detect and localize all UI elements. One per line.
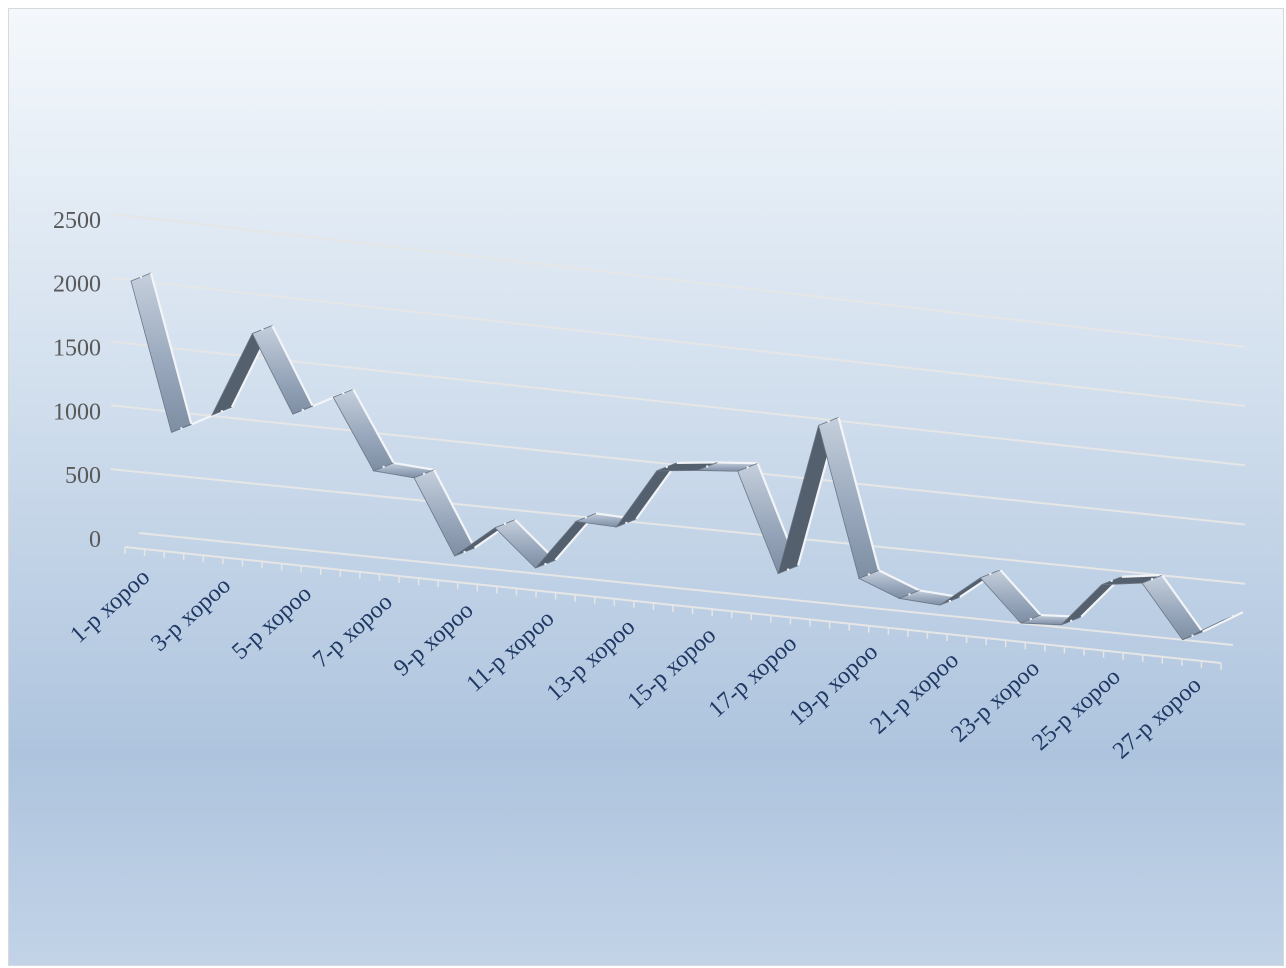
data-point: [665, 465, 668, 469]
gridline-2500: [110, 212, 1246, 348]
data-point: [827, 420, 830, 423]
data-point: [948, 599, 952, 603]
ribbon-top-edge: [271, 325, 314, 407]
ribbon-top-edge: [878, 569, 920, 592]
ribbon-top-edge: [717, 461, 758, 465]
data-point: [220, 409, 224, 413]
data-point: [139, 275, 143, 279]
ribbon-top-edge: [1161, 574, 1204, 633]
ribbon-top-edge: [999, 569, 1042, 616]
gridlines: [110, 212, 1246, 585]
data-point: [625, 521, 628, 525]
x-tick-label: 9-р хороо: [389, 597, 479, 681]
chart-area: 0 500 1000 1500 2000 2500 1-р хороо 3-р хороо 5…: [8, 8, 1284, 966]
x-axis-floor: [124, 532, 1234, 670]
gridline-1500: [110, 340, 1246, 467]
data-point: [544, 562, 547, 566]
data-point: [261, 328, 264, 331]
data-point: [1231, 614, 1235, 618]
ribbon-top-edge: [393, 461, 435, 471]
ribbon-segment: [818, 416, 880, 579]
y-tick-label: 500: [65, 463, 101, 489]
y-tick-labels: 0 500 1000 1500 2000 2500: [53, 208, 101, 553]
y-tick-label: 1500: [53, 335, 101, 361]
x-tick-label: 3-р хороо: [146, 572, 236, 656]
data-point: [584, 516, 588, 519]
data-point: [1110, 579, 1113, 582]
ribbon-top-edge: [837, 417, 881, 571]
data-point: [706, 465, 709, 468]
ribbon-segment: [979, 569, 1042, 624]
ribbon-segment: [251, 325, 314, 415]
ribbon-top-edge: [1202, 611, 1244, 633]
data-point: [180, 427, 183, 430]
x-tick-label: 5-р хороо: [227, 581, 317, 665]
y-tick-label: 0: [89, 527, 101, 553]
data-point: [342, 392, 345, 395]
x-tick-label: 7-р хороо: [308, 589, 398, 673]
floor-back-edge: [138, 532, 1234, 646]
data-point: [503, 522, 507, 525]
series-ribbon: [130, 272, 1244, 641]
gridline-500: [110, 468, 1246, 585]
data-point: [867, 573, 871, 576]
data-point: [382, 465, 385, 469]
data-point: [463, 550, 466, 554]
ribbon-segment: [615, 462, 678, 528]
data-point: [786, 568, 790, 571]
data-point: [908, 593, 911, 596]
ribbon-segment: [413, 469, 476, 557]
data-point: [1150, 577, 1154, 581]
x-tick-label: 27-р хороо: [1108, 672, 1206, 764]
ribbon-top-edge: [1121, 574, 1163, 578]
y-tick-label: 2500: [53, 208, 101, 234]
ribbon-top-edge: [433, 469, 476, 549]
data-point: [1070, 619, 1073, 623]
data-point: [989, 572, 992, 576]
data-point: [301, 408, 304, 412]
y-tick-label: 1000: [53, 399, 101, 425]
data-point: [1029, 617, 1032, 621]
gridline-2000: [110, 276, 1246, 407]
ribbon-top-edge: [635, 462, 678, 520]
data-point: [746, 466, 749, 469]
ribbon-segment: [1141, 574, 1204, 641]
y-tick-label: 2000: [53, 272, 101, 298]
data-point: [1191, 634, 1194, 637]
ribbon-top-edge: [352, 388, 395, 464]
x-tick-label: 1-р хороо: [65, 564, 155, 648]
data-point: [422, 472, 426, 476]
ribbon-top-edge: [149, 272, 193, 425]
